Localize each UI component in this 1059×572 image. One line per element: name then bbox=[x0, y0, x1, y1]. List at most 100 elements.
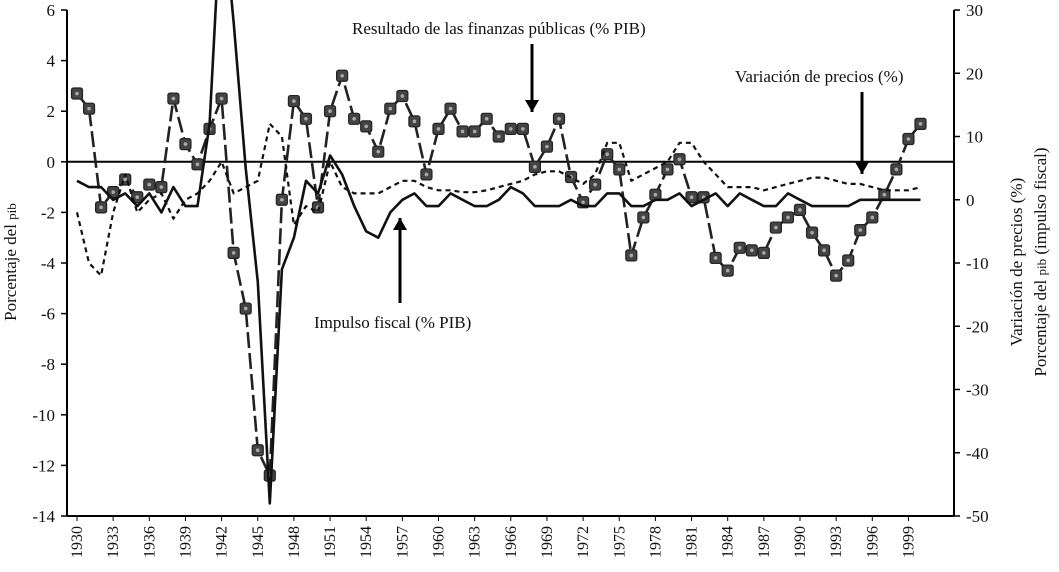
series-marker-dot bbox=[376, 149, 381, 154]
series-marker-dot bbox=[340, 73, 344, 78]
series-marker-dot bbox=[111, 190, 115, 194]
annotation-precios: Variación de precios (%) bbox=[735, 67, 904, 86]
arrow-resultado-head bbox=[525, 100, 539, 112]
series-marker-dot bbox=[352, 116, 356, 121]
series-marker-dot bbox=[725, 268, 730, 273]
arrow-impulso-head bbox=[393, 218, 407, 230]
x-axis-tick-label: 1966 bbox=[503, 526, 520, 558]
series-marker-dot bbox=[653, 192, 658, 197]
x-axis-tick-label: 1969 bbox=[539, 526, 556, 558]
left-axis-tick-label: -6 bbox=[41, 305, 55, 324]
series-marker-dot bbox=[786, 215, 790, 220]
series-marker-dot bbox=[846, 258, 850, 263]
x-axis-tick-label: 1993 bbox=[828, 526, 845, 558]
right-axis-tick-label: 20 bbox=[966, 64, 983, 83]
x-axis-tick-label: 1930 bbox=[69, 526, 86, 558]
left-axis-tick-label: 6 bbox=[47, 1, 56, 20]
x-axis-tick-label: 1960 bbox=[431, 526, 448, 558]
x-axis-tick-label: 1999 bbox=[900, 526, 917, 558]
annotation-impulso: Impulso fiscal (% PIB) bbox=[314, 313, 471, 332]
series-marker-dot bbox=[388, 106, 393, 111]
x-axis-tick-label: 1984 bbox=[720, 526, 737, 558]
series-marker-dot bbox=[557, 116, 561, 121]
annotation-resultado: Resultado de las finanzas públicas (% PI… bbox=[352, 19, 646, 38]
x-axis-tick-label: 1951 bbox=[322, 526, 339, 558]
series-marker-dot bbox=[641, 215, 646, 220]
series-marker-dot bbox=[918, 122, 923, 126]
series-marker-dot bbox=[436, 127, 441, 131]
x-axis-tick-label: 1948 bbox=[286, 526, 303, 558]
series-line-1 bbox=[75, 122, 921, 277]
series-marker-dot bbox=[496, 134, 501, 139]
series-marker-dot bbox=[243, 306, 248, 311]
series-marker-dot bbox=[135, 195, 140, 200]
series-marker-dot bbox=[834, 273, 838, 278]
series-marker-dot bbox=[171, 96, 176, 101]
x-axis-tick-label: 1981 bbox=[684, 526, 701, 558]
left-axis-tick-label: -14 bbox=[32, 507, 55, 526]
series-marker-dot bbox=[424, 172, 429, 177]
series-marker-dot bbox=[159, 185, 164, 189]
x-axis-tick-label: 1939 bbox=[177, 526, 194, 558]
x-axis-tick-label: 1972 bbox=[575, 526, 592, 558]
series-marker-dot bbox=[509, 127, 513, 131]
series-marker-dot bbox=[147, 182, 152, 187]
right-axis-title-1: Variación de precios (%) bbox=[1007, 178, 1026, 347]
right-axis-title-2: Porcentaje del pib (impulso fiscal) bbox=[1031, 147, 1050, 376]
series-marker-dot bbox=[545, 144, 549, 149]
series-marker-dot bbox=[364, 124, 369, 129]
series-marker-dot bbox=[533, 165, 537, 169]
right-axis-tick-label: -10 bbox=[966, 254, 989, 273]
x-axis-tick-label: 1945 bbox=[250, 526, 267, 558]
series-marker-dot bbox=[195, 162, 200, 167]
series-marker-dot bbox=[870, 215, 875, 220]
series-marker-dot bbox=[75, 91, 79, 96]
series-marker-dot bbox=[231, 251, 236, 255]
series-marker-dot bbox=[400, 94, 405, 98]
series-marker-dot bbox=[894, 167, 899, 172]
series-marker-dot bbox=[448, 106, 453, 111]
series-marker-dot bbox=[292, 99, 296, 103]
left-axis-tick-label: 4 bbox=[47, 52, 56, 71]
x-axis-tick-label: 1942 bbox=[214, 526, 231, 558]
x-axis-tick-label: 1975 bbox=[611, 526, 628, 558]
series-marker-dot bbox=[665, 167, 670, 172]
left-axis-tick-label: -4 bbox=[41, 254, 56, 273]
x-axis-tick-label: 1957 bbox=[394, 526, 411, 558]
series-marker-dot bbox=[581, 200, 585, 205]
series-marker-dot bbox=[629, 253, 634, 258]
right-axis-tick-label: -50 bbox=[966, 507, 989, 526]
right-axis-tick-label: 0 bbox=[966, 191, 975, 210]
x-axis-tick-label: 1987 bbox=[756, 526, 773, 558]
series-marker-dot bbox=[882, 192, 887, 197]
series-line-2 bbox=[76, 0, 921, 505]
series-marker-dot bbox=[713, 256, 718, 260]
right-axis-tick-label: -40 bbox=[966, 444, 989, 463]
left-axis-title: Porcentaje del pib bbox=[1, 203, 20, 321]
left-axis-tick-label: 2 bbox=[47, 102, 56, 121]
series-marker-dot bbox=[762, 251, 766, 255]
series-marker-dot bbox=[593, 182, 597, 187]
x-axis-tick-label: 1996 bbox=[864, 526, 881, 558]
x-axis-tick-label: 1990 bbox=[792, 526, 809, 558]
right-axis-tick-label: 10 bbox=[966, 128, 983, 147]
series-marker-dot bbox=[460, 129, 465, 134]
series-marker-dot bbox=[822, 248, 826, 253]
series-marker-dot bbox=[255, 448, 260, 453]
series-marker-dot bbox=[484, 116, 489, 121]
series-marker-dot bbox=[750, 248, 754, 253]
series-marker-dot bbox=[810, 230, 814, 235]
x-axis-tick-label: 1933 bbox=[105, 526, 122, 558]
left-axis-tick-label: -2 bbox=[41, 203, 55, 222]
series-marker-dot bbox=[472, 129, 477, 134]
series-marker-dot bbox=[87, 106, 91, 111]
series-marker-dot bbox=[774, 225, 778, 230]
series-marker-dot bbox=[689, 195, 694, 200]
series-marker-dot bbox=[328, 109, 332, 113]
series-marker-dot bbox=[677, 157, 682, 162]
series-marker-dot bbox=[280, 197, 284, 202]
x-axis-tick-label: 1954 bbox=[358, 526, 375, 558]
left-axis-tick-label: -10 bbox=[32, 406, 55, 425]
